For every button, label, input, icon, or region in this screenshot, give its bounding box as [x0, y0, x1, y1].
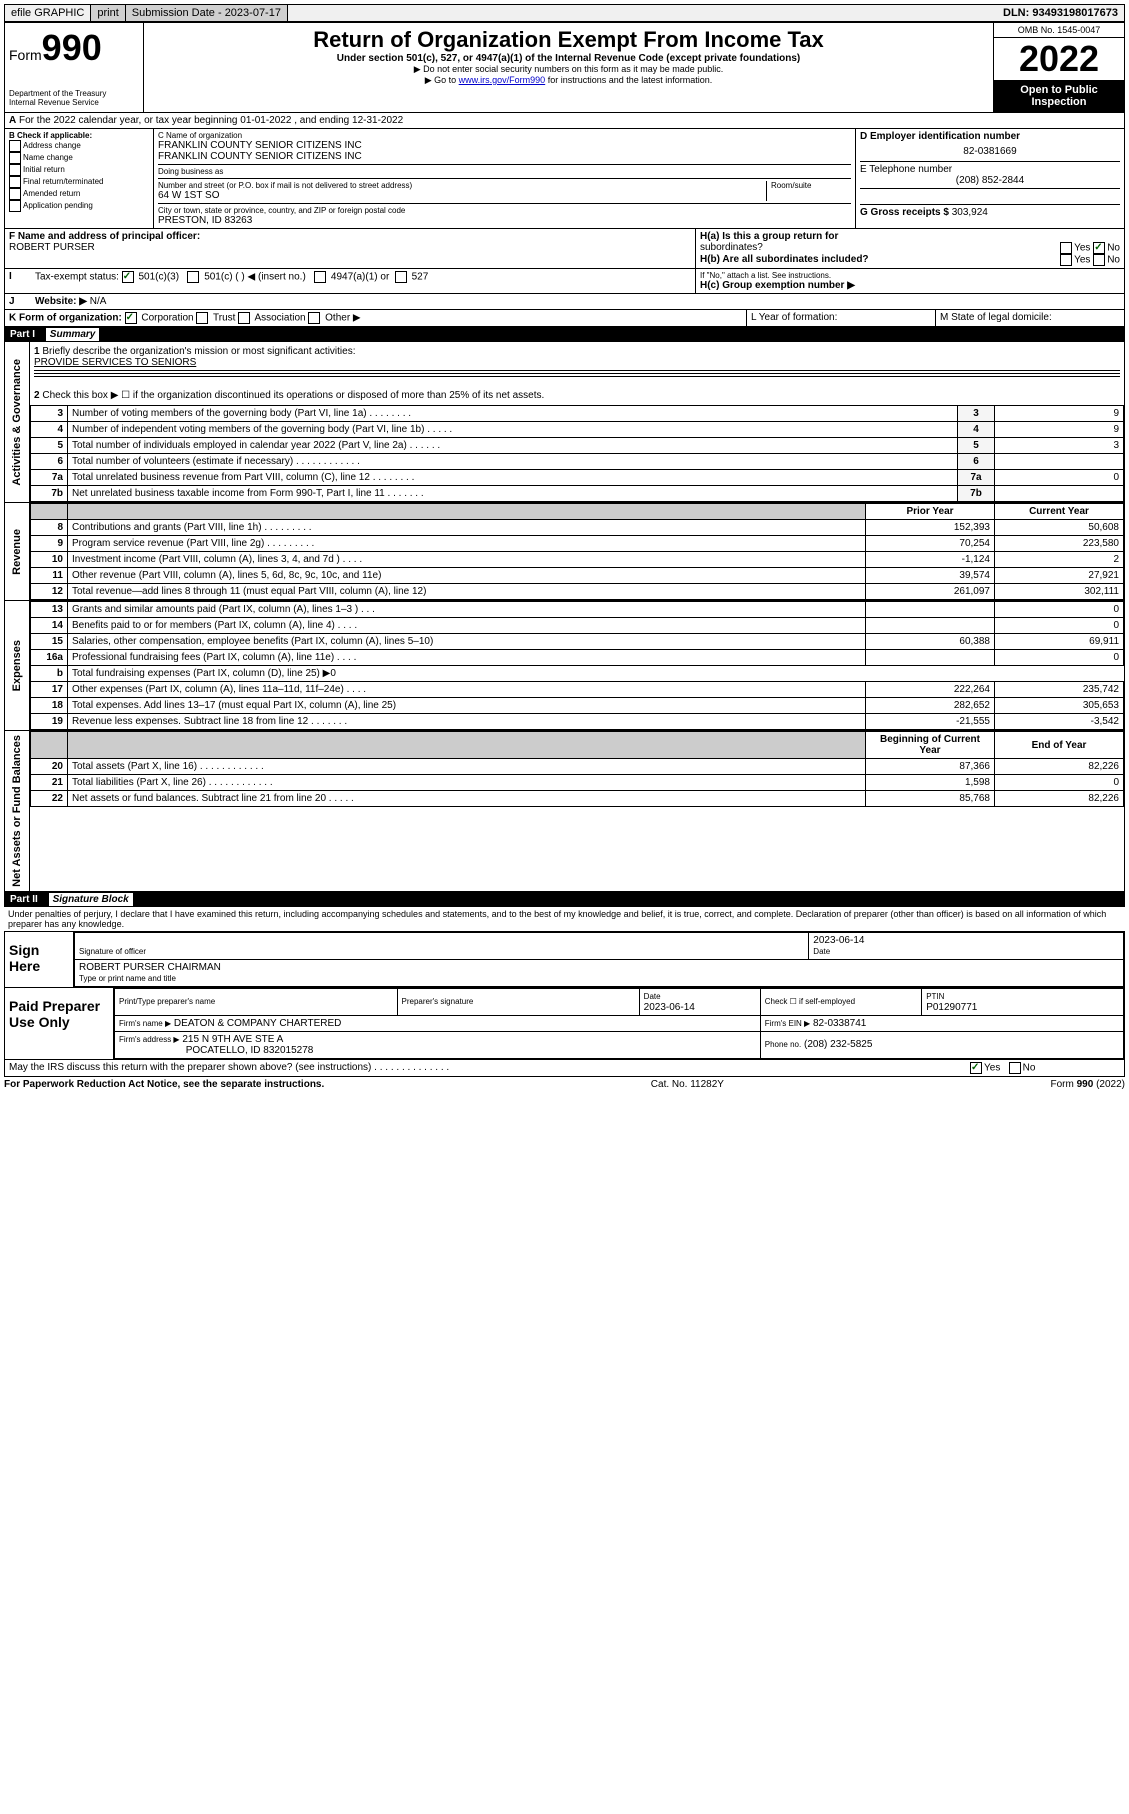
governance-table: 3Number of voting members of the governi…	[30, 405, 1124, 502]
page-footer: For Paperwork Reduction Act Notice, see …	[4, 1077, 1125, 1092]
org-name: FRANKLIN COUNTY SENIOR CITIZENS INC	[158, 140, 851, 151]
part2-header: Part II Signature Block	[4, 892, 1125, 907]
subtitle: Under section 501(c), 527, or 4947(a)(1)…	[148, 53, 989, 64]
paid-preparer-block: Paid Preparer Use Only Print/Type prepar…	[4, 988, 1125, 1060]
form-label: Form	[9, 47, 42, 63]
tax-year: 2022	[994, 38, 1124, 80]
hint-ssn: ▶ Do not enter social security numbers o…	[148, 64, 989, 75]
irs-link[interactable]: www.irs.gov/Form990	[459, 75, 546, 85]
principal-officer: ROBERT PURSER	[9, 242, 95, 253]
top-bar: efile GRAPHIC print Submission Date - 20…	[4, 4, 1125, 22]
revenue-table: Prior YearCurrent Year8Contributions and…	[30, 503, 1124, 600]
telephone: (208) 852-2844	[860, 175, 1120, 186]
sign-here-block: Sign Here Signature of officer 2023-06-1…	[4, 931, 1125, 988]
print-button[interactable]: print	[91, 5, 125, 21]
may-irs-discuss: May the IRS discuss this return with the…	[5, 1060, 966, 1076]
mission: PROVIDE SERVICES TO SENIORS	[34, 357, 196, 368]
expenses-table: 13Grants and similar amounts paid (Part …	[30, 601, 1124, 730]
net-label: Net Assets or Fund Balances	[9, 731, 25, 891]
form-header: Form990 Department of the Treasury Inter…	[4, 22, 1125, 113]
firm-name: DEATON & COMPANY CHARTERED	[174, 1018, 341, 1029]
gross-receipts: 303,924	[952, 207, 988, 218]
street-address: 64 W 1ST SO	[158, 190, 766, 201]
page-title: Return of Organization Exempt From Incom…	[148, 27, 989, 53]
dln: DLN: 93493198017673	[997, 5, 1124, 21]
net-assets-table: Beginning of Current YearEnd of Year20To…	[30, 731, 1124, 807]
declaration: Under penalties of perjury, I declare th…	[4, 907, 1125, 931]
section-d: D Employer identification number 82-0381…	[855, 129, 1124, 228]
submission-date: Submission Date - 2023-07-17	[126, 5, 288, 21]
irs-label: Internal Revenue Service	[9, 98, 139, 107]
part1-header: Part I Summary	[4, 327, 1125, 342]
efile-label: efile GRAPHIC	[5, 5, 91, 21]
section-b: B Check if applicable: Address change Na…	[5, 129, 154, 228]
exp-label: Expenses	[9, 636, 25, 695]
ptin: P01290771	[926, 1002, 977, 1013]
year-formation: L Year of formation:	[747, 310, 936, 326]
omb-number: OMB No. 1545-0047	[994, 23, 1124, 38]
state-domicile: M State of legal domicile:	[936, 310, 1124, 326]
sig-date: 2023-06-14	[813, 935, 864, 946]
open-public: Open to Public Inspection	[994, 80, 1124, 112]
firm-phone: (208) 232-5825	[804, 1039, 872, 1050]
city-state-zip: PRESTON, ID 83263	[158, 215, 851, 226]
hint-goto: ▶ Go to www.irs.gov/Form990 for instruct…	[148, 75, 989, 86]
line-a: For the 2022 calendar year, or tax year …	[19, 115, 403, 126]
section-c: C Name of organization FRANKLIN COUNTY S…	[154, 129, 855, 228]
rev-label: Revenue	[9, 525, 25, 579]
website: N/A	[90, 296, 107, 307]
form-number: 990	[42, 27, 102, 68]
firm-ein: 82-0338741	[813, 1018, 866, 1029]
ein: 82-0381669	[860, 146, 1120, 157]
dept-label: Department of the Treasury	[9, 89, 139, 98]
officer-name: ROBERT PURSER CHAIRMAN	[79, 962, 221, 973]
gov-label: Activities & Governance	[9, 355, 25, 490]
